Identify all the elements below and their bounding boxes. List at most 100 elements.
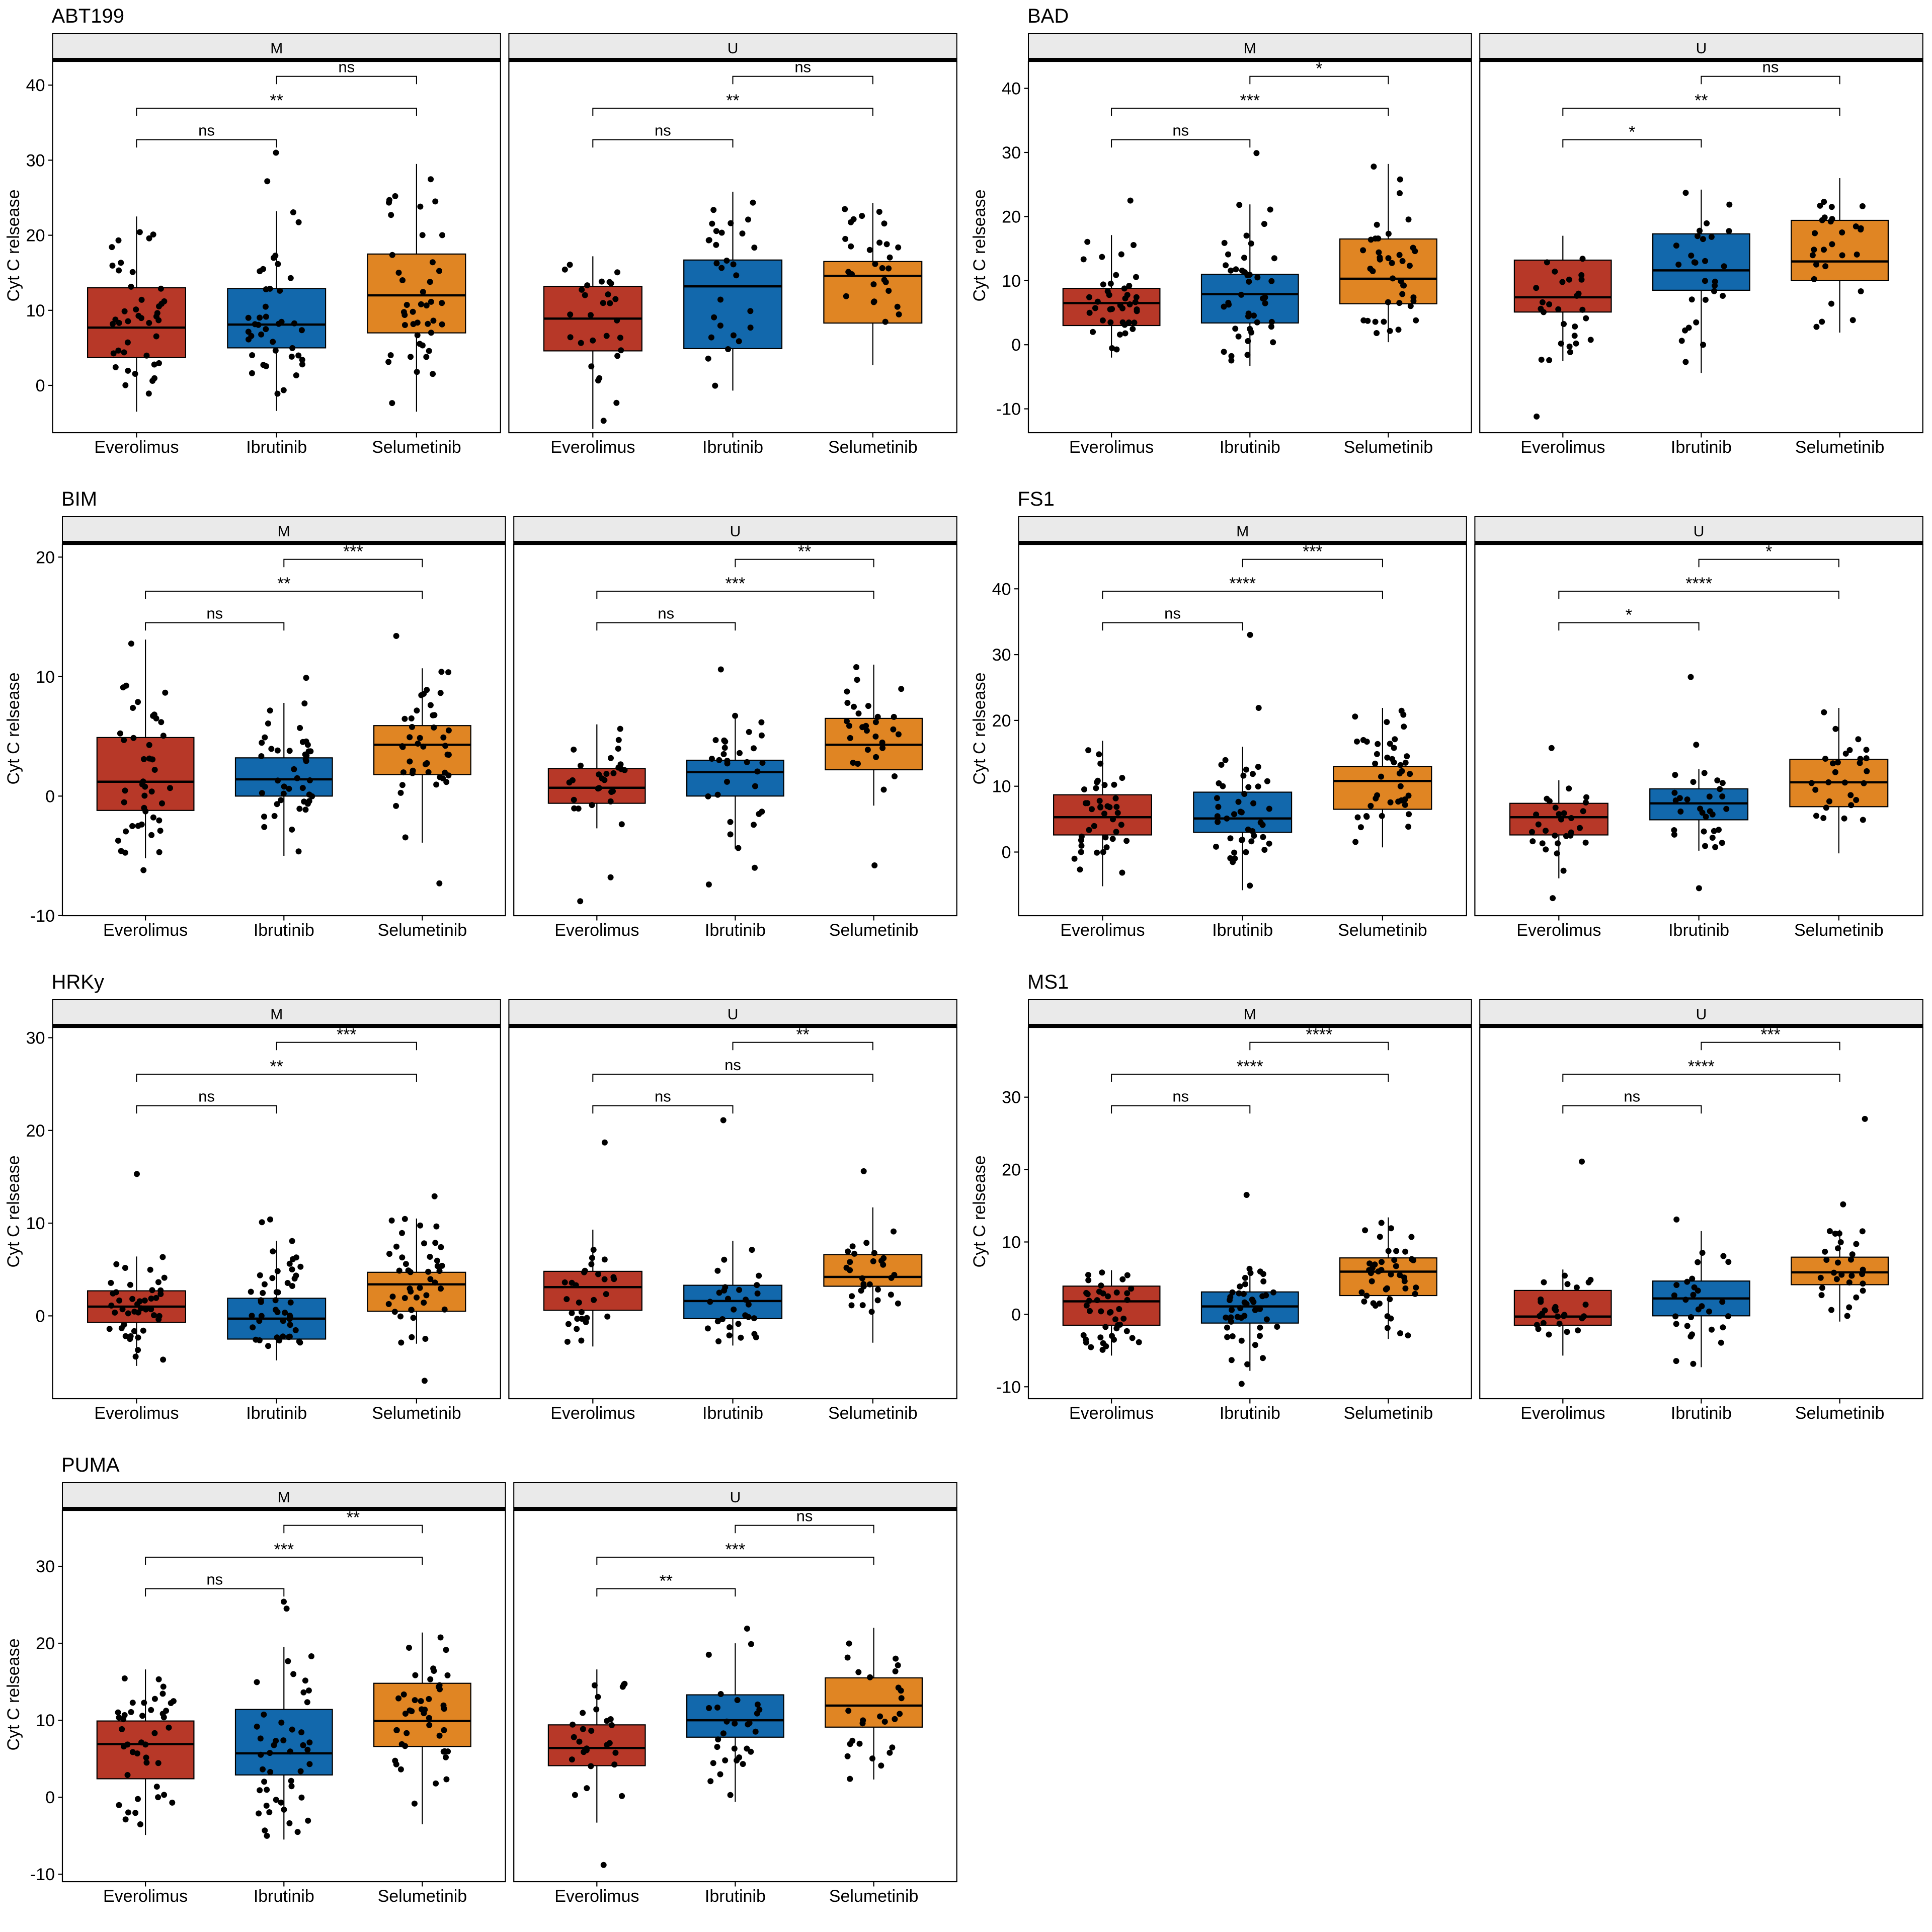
svg-text:M: M: [1236, 523, 1249, 540]
svg-text:20: 20: [26, 226, 45, 246]
svg-text:Selumetinib: Selumetinib: [829, 921, 919, 940]
svg-text:20: 20: [992, 711, 1011, 731]
svg-text:Selumetinib: Selumetinib: [1344, 1404, 1433, 1423]
svg-text:ns: ns: [1172, 122, 1189, 139]
svg-text:**: **: [270, 1057, 283, 1076]
svg-text:0: 0: [45, 787, 55, 806]
svg-text:Selumetinib: Selumetinib: [828, 438, 918, 457]
svg-text:30: 30: [1002, 1088, 1021, 1107]
svg-text:U: U: [728, 1006, 739, 1023]
svg-text:-10: -10: [30, 907, 55, 926]
svg-text:***: ***: [1760, 1025, 1781, 1044]
svg-text:ns: ns: [1172, 1088, 1189, 1105]
svg-text:****: ****: [1688, 1057, 1715, 1076]
svg-text:M: M: [278, 1489, 290, 1506]
svg-text:ns: ns: [796, 1507, 813, 1525]
svg-text:*: *: [1626, 606, 1632, 625]
svg-text:*: *: [1629, 123, 1635, 142]
svg-text:20: 20: [1002, 207, 1021, 226]
svg-text:***: ***: [343, 542, 363, 561]
svg-text:40: 40: [1002, 79, 1021, 99]
svg-text:30: 30: [992, 646, 1011, 665]
svg-text:ns: ns: [198, 1088, 215, 1105]
svg-text:Selumetinib: Selumetinib: [1795, 438, 1885, 457]
svg-text:M: M: [1244, 40, 1256, 57]
svg-text:U: U: [728, 40, 739, 57]
svg-text:M: M: [278, 523, 290, 540]
svg-text:**: **: [726, 91, 739, 110]
svg-text:Everolimus: Everolimus: [1520, 1404, 1605, 1423]
svg-text:BAD: BAD: [1027, 5, 1069, 27]
svg-text:****: ****: [1306, 1025, 1332, 1044]
svg-text:PUMA: PUMA: [61, 1454, 120, 1476]
svg-text:Ibrutinib: Ibrutinib: [1212, 921, 1273, 940]
svg-text:Cyt C relsease: Cyt C relsease: [4, 1156, 23, 1268]
svg-text:20: 20: [1002, 1161, 1021, 1180]
svg-text:10: 10: [1002, 1233, 1021, 1252]
svg-text:Cyt C relsease: Cyt C relsease: [4, 190, 23, 302]
svg-text:ABT199: ABT199: [52, 5, 125, 27]
svg-text:Selumetinib: Selumetinib: [1794, 921, 1884, 940]
svg-text:*: *: [1316, 59, 1322, 78]
svg-text:Ibrutinib: Ibrutinib: [1671, 438, 1732, 457]
svg-text:40: 40: [26, 76, 45, 95]
svg-text:Everolimus: Everolimus: [550, 438, 635, 457]
svg-text:Ibrutinib: Ibrutinib: [1220, 1404, 1280, 1423]
svg-text:30: 30: [1002, 143, 1021, 163]
svg-text:Cyt C relsease: Cyt C relsease: [4, 1639, 23, 1751]
svg-text:**: **: [798, 542, 811, 561]
svg-text:Ibrutinib: Ibrutinib: [1671, 1404, 1732, 1423]
svg-text:ns: ns: [794, 58, 811, 76]
svg-text:10: 10: [36, 1711, 55, 1730]
svg-text:Selumetinib: Selumetinib: [372, 1404, 461, 1423]
svg-text:10: 10: [36, 668, 55, 687]
svg-text:0: 0: [1011, 336, 1021, 355]
svg-text:ns: ns: [1164, 605, 1181, 622]
svg-text:U: U: [730, 523, 741, 540]
svg-text:40: 40: [992, 580, 1011, 599]
svg-text:Selumetinib: Selumetinib: [1795, 1404, 1885, 1423]
svg-text:30: 30: [26, 151, 45, 170]
svg-text:ns: ns: [658, 605, 674, 622]
svg-text:Everolimus: Everolimus: [1069, 438, 1154, 457]
svg-text:20: 20: [36, 548, 55, 567]
svg-text:0: 0: [1002, 843, 1011, 862]
svg-text:Selumetinib: Selumetinib: [372, 438, 461, 457]
svg-text:0: 0: [1011, 1305, 1021, 1324]
svg-text:****: ****: [1685, 574, 1712, 593]
svg-text:***: ***: [726, 574, 746, 593]
svg-text:***: ***: [1303, 542, 1323, 561]
svg-text:ns: ns: [655, 1088, 671, 1105]
svg-text:Ibrutinib: Ibrutinib: [254, 921, 314, 940]
svg-text:**: **: [660, 1572, 673, 1591]
svg-text:HRKy: HRKy: [52, 971, 104, 993]
svg-text:****: ****: [1229, 574, 1256, 593]
svg-text:Everolimus: Everolimus: [1060, 921, 1145, 940]
svg-text:Ibrutinib: Ibrutinib: [705, 921, 766, 940]
svg-text:**: **: [1695, 91, 1708, 110]
svg-text:ns: ns: [725, 1056, 741, 1074]
svg-text:Everolimus: Everolimus: [94, 1404, 179, 1423]
svg-text:**: **: [347, 1508, 360, 1527]
svg-text:Everolimus: Everolimus: [554, 921, 639, 940]
svg-text:10: 10: [26, 301, 45, 320]
svg-text:20: 20: [26, 1121, 45, 1141]
svg-text:ns: ns: [655, 122, 671, 139]
svg-text:Everolimus: Everolimus: [1520, 438, 1605, 457]
svg-text:0: 0: [45, 1788, 55, 1807]
svg-text:**: **: [270, 91, 283, 110]
svg-text:U: U: [1694, 523, 1705, 540]
svg-text:Everolimus: Everolimus: [550, 1404, 635, 1423]
svg-text:BIM: BIM: [61, 488, 97, 510]
svg-text:Cyt C relsease: Cyt C relsease: [970, 673, 989, 785]
svg-text:*: *: [1765, 542, 1772, 561]
svg-text:***: ***: [1240, 91, 1260, 110]
svg-text:Ibrutinib: Ibrutinib: [246, 1404, 307, 1423]
svg-text:Ibrutinib: Ibrutinib: [705, 1887, 766, 1906]
svg-text:Everolimus: Everolimus: [1516, 921, 1601, 940]
svg-text:ns: ns: [206, 1571, 223, 1588]
svg-text:Selumetinib: Selumetinib: [1344, 438, 1433, 457]
svg-text:M: M: [270, 1006, 283, 1023]
svg-text:0: 0: [36, 1307, 45, 1326]
svg-text:U: U: [730, 1489, 741, 1506]
